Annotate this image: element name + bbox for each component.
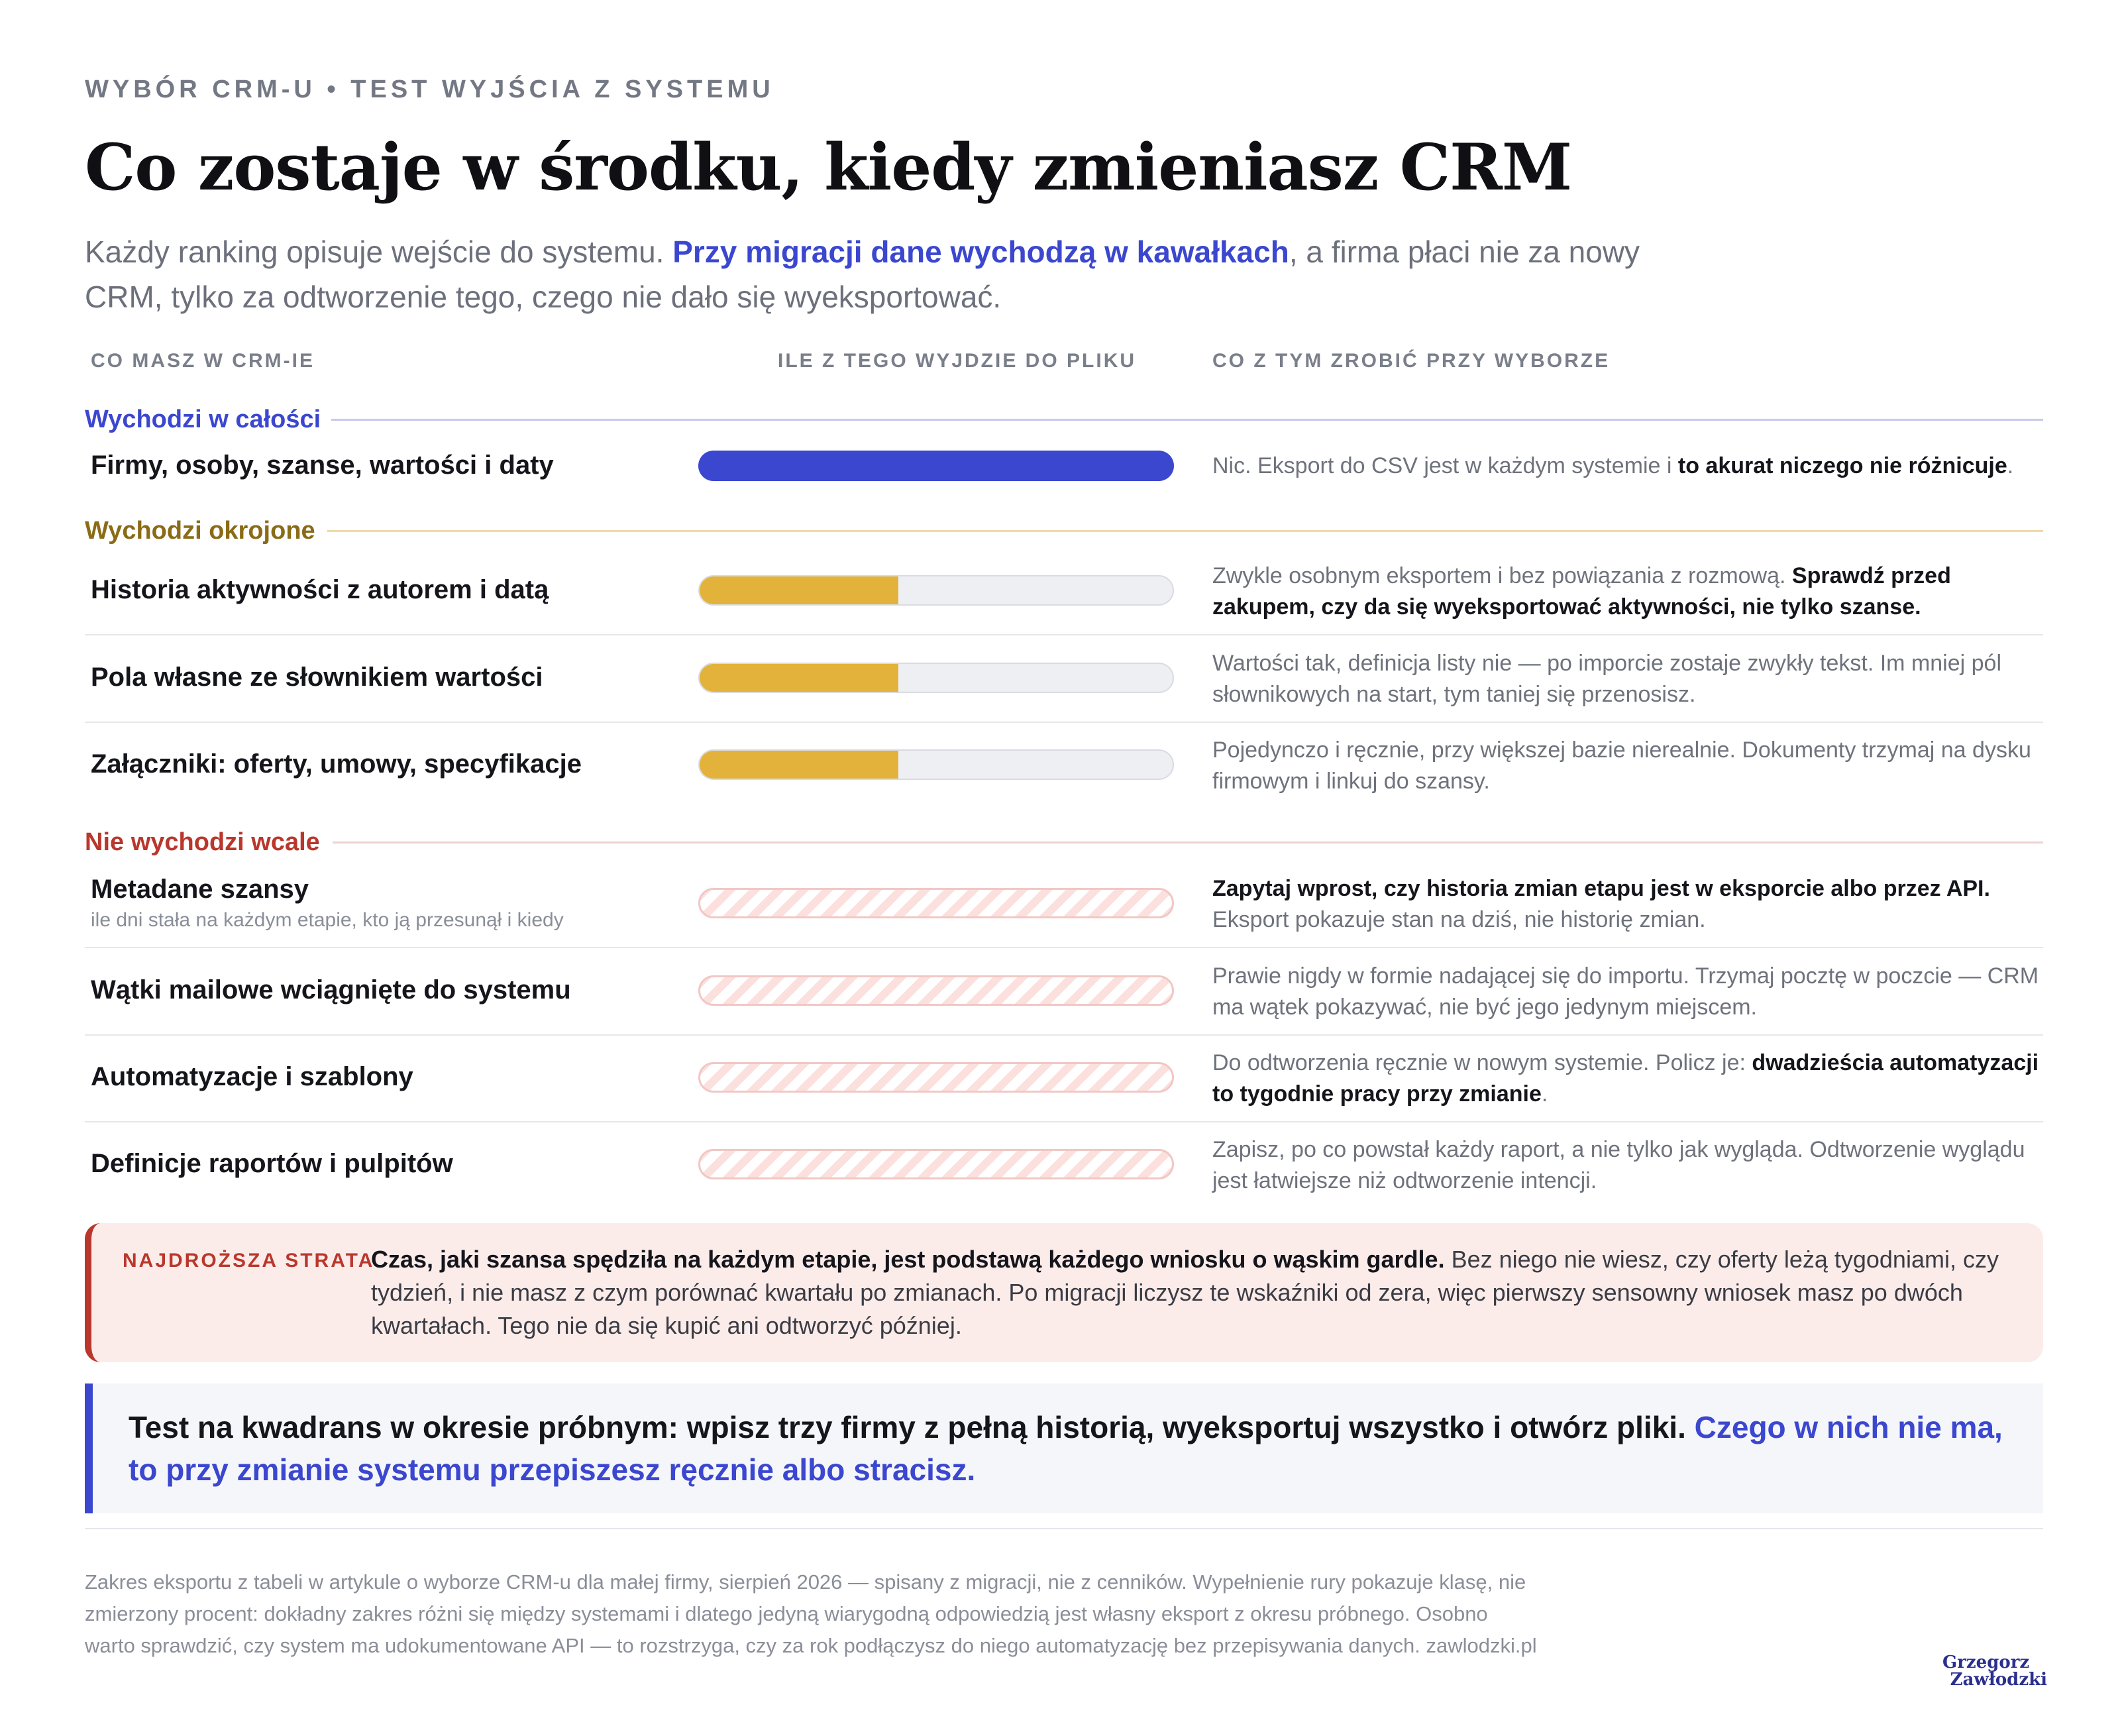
- export-bar-none: [698, 888, 1174, 918]
- alert-box: [85, 1223, 2043, 1362]
- author-logo: Grzegorz Zawłodzki: [1934, 1654, 2047, 1688]
- callout-text: Test na kwadrans w okresie próbnym: wpis…: [129, 1406, 2023, 1491]
- note-emphasis: Sprawdź przed zakupem, czy da się wyeksp…: [1212, 563, 1951, 620]
- export-bar-partial: [698, 663, 1174, 693]
- group-divider-partial: [327, 530, 2043, 532]
- export-bar-none: [698, 1149, 1174, 1179]
- note-end: .: [1541, 1081, 1548, 1107]
- callout-box: [85, 1383, 2043, 1513]
- row-label: Pola własne ze słownikiem wartości: [91, 663, 543, 692]
- callout-highlight: Czego w nich nie ma, to przy zmianie sys…: [129, 1410, 2003, 1487]
- row-note: Zapisz, po co powstał każdy raport, a ni…: [1212, 1137, 2025, 1193]
- row-label: Wątki mailowe wciągnięte do systemu: [91, 975, 571, 1004]
- column-header-have: CO MASZ W CRM-IE: [91, 350, 315, 372]
- alert-text: Czas, jaki szansa spędziła na każdym eta…: [371, 1243, 2014, 1342]
- export-bar-none: [698, 975, 1174, 1006]
- lede-text-1: Każdy ranking opisuje wejście do systemu…: [85, 235, 673, 269]
- group-label-partial: Wychodzi okrojone: [85, 517, 315, 545]
- row-label: Firmy, osoby, szanse, wartości i daty: [91, 451, 554, 480]
- lede: Każdy ranking opisuje wejście do systemu…: [85, 229, 1642, 319]
- column-header-action: CO Z TYM ZROBIĆ PRZY WYBORZE: [1212, 350, 1611, 372]
- row-note: Nic. Eksport do CSV jest w każdym system…: [1212, 451, 2054, 482]
- logo-line-1: Grzegorz: [1942, 1653, 2030, 1672]
- export-bar-fill: [700, 751, 898, 779]
- row-note: Prawie nigdy w formie nadającej się do i…: [1212, 963, 2039, 1020]
- export-bar-none: [698, 1062, 1174, 1093]
- column-header-export: ILE Z TEGO WYJDZIE DO PLIKU: [778, 350, 1137, 372]
- logo-line-2: Zawłodzki: [1950, 1670, 2047, 1690]
- export-bar-partial: [698, 749, 1174, 780]
- alert-body: Bez niego nie wiesz, czy oferty leżą tyg…: [371, 1246, 1999, 1339]
- row-label: Historia aktywności z autorem i datą: [91, 575, 549, 604]
- note-emphasis: to akurat niczego nie różnicuje: [1677, 453, 2007, 478]
- export-bar-fill: [700, 576, 898, 604]
- row-label: Załączniki: oferty, umowy, specyfikacje: [91, 749, 582, 779]
- note-text: Nic. Eksport do CSV jest w każdym system…: [1212, 453, 1678, 478]
- eyebrow: WYBÓR CRM-U • TEST WYJŚCIA Z SYSTEMU: [85, 76, 774, 103]
- row-note: Zapytaj wprost, czy historia zmian etapu…: [1212, 873, 2054, 936]
- row-label: Metadane szansy: [91, 875, 309, 904]
- page-title: Co zostaje w środku, kiedy zmieniasz CRM: [85, 130, 1572, 205]
- group-label-none: Nie wychodzi wcale: [85, 828, 320, 856]
- row-label: Automatyzacje i szablony: [91, 1062, 413, 1091]
- row-label: Definicje raportów i pulpitów: [91, 1149, 453, 1178]
- row-note: Do odtworzenia ręcznie w nowym systemie.…: [1212, 1048, 2054, 1110]
- note-text: Eksport pokazuje stan na dziś, nie histo…: [1212, 907, 1706, 932]
- note-end: .: [2007, 453, 2014, 478]
- export-bar-full: [698, 451, 1174, 481]
- row-separator: [85, 947, 2043, 948]
- row-note: Pojedynczo i ręcznie, przy większej bazi…: [1212, 737, 2031, 794]
- export-bar-fill: [700, 664, 898, 692]
- row-separator: [85, 1034, 2043, 1036]
- note-text: Do odtworzenia ręcznie w nowym systemie.…: [1212, 1050, 1752, 1075]
- footnote: Zakres eksportu z tabeli w artykule o wy…: [85, 1570, 1537, 1657]
- row-separator: [85, 1121, 2043, 1122]
- group-label-full: Wychodzi w całości: [85, 406, 321, 433]
- alert-emphasis: Czas, jaki szansa spędziła na każdym eta…: [371, 1246, 1445, 1273]
- lede-highlight: Przy migracji dane wychodzą w kawałkach: [672, 235, 1289, 269]
- row-separator: [85, 634, 2043, 635]
- alert-label: NAJDROŻSZA STRATA: [123, 1250, 375, 1272]
- note-emphasis: Zapytaj wprost, czy historia zmian etapu…: [1212, 876, 1990, 901]
- note-emphasis: dwadzieścia automatyzacji to tygodnie pr…: [1212, 1050, 2039, 1107]
- export-bar-partial: [698, 575, 1174, 606]
- row-separator: [85, 722, 2043, 723]
- footer-divider: [85, 1528, 2043, 1529]
- group-divider-full: [331, 419, 2043, 421]
- lede-text-2: , a firma płaci nie za nowy CRM, tylko z…: [85, 235, 1640, 314]
- note-text: Zwykle osobnym eksportem i bez powiązani…: [1212, 563, 1792, 588]
- group-divider-none: [333, 841, 2043, 843]
- row-note: Wartości tak, definicja listy nie — po i…: [1212, 651, 2002, 707]
- row-sublabel: ile dni stała na każdym etapie, kto ją p…: [91, 909, 564, 931]
- callout-body: Test na kwadrans w okresie próbnym: wpis…: [129, 1410, 1695, 1444]
- row-note: Zwykle osobnym eksportem i bez powiązani…: [1212, 561, 2054, 623]
